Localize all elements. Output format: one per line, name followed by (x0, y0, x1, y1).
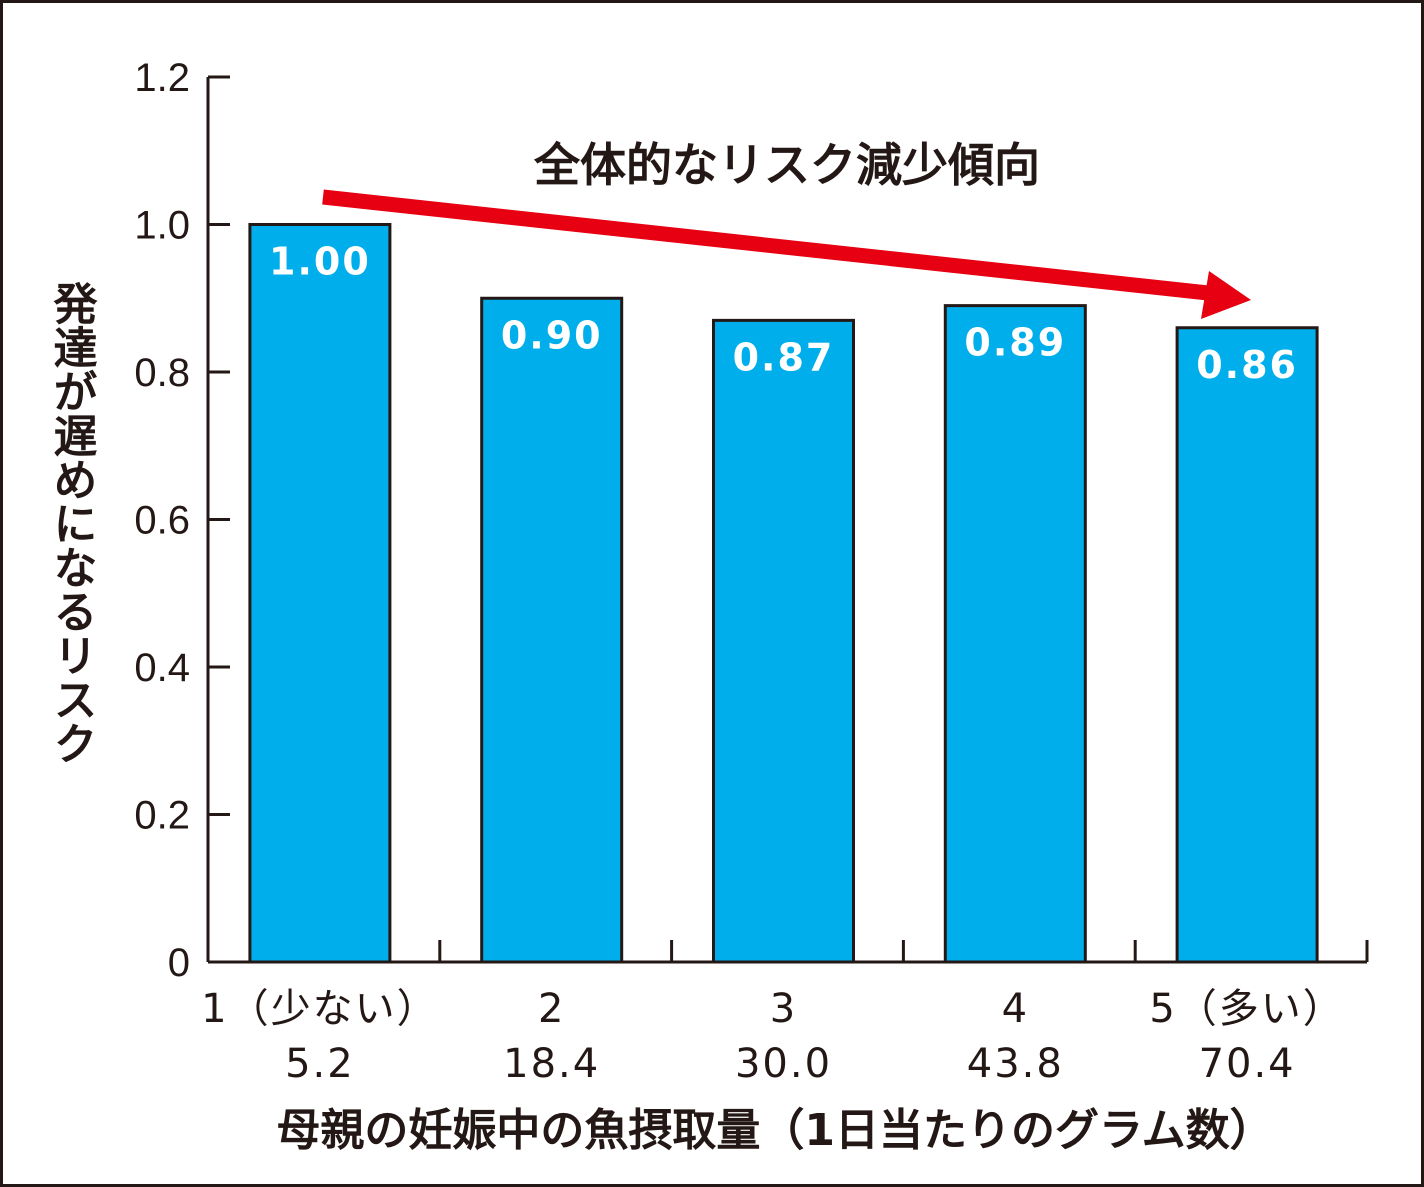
x-category-label: 4 (1002, 986, 1029, 1032)
bar-value-label: 0.87 (733, 335, 835, 379)
x-category-sublabel: 18.4 (503, 1041, 600, 1087)
x-category-label: 3 (770, 986, 797, 1032)
bar-value-label: 0.89 (964, 321, 1066, 365)
x-category-sublabel: 43.8 (967, 1041, 1064, 1087)
x-category-sublabel: 70.4 (1199, 1041, 1296, 1087)
x-category-label: 1（少ない） (201, 986, 438, 1032)
axes (206, 75, 1369, 964)
bar-chart: 0 0.2 0.4 0.6 0.8 1.0 1.2 1.00 1（少ない） 5.2 0.90 2 18.… (46, 56, 1369, 1156)
bar-value-label: 0.90 (501, 313, 603, 357)
bars (248, 223, 1319, 964)
x-category-sublabel: 30.0 (735, 1041, 832, 1087)
labels: 0 0.2 0.4 0.6 0.8 1.0 1.2 1.00 1（少ない） 5.2 0.90 2 18.… (134, 56, 1344, 1087)
bar (943, 304, 1087, 964)
y-tick-label: 0.6 (134, 499, 190, 543)
trend-arrow-shaft (322, 189, 1209, 301)
bar-value-label: 0.86 (1196, 343, 1298, 387)
y-tick-label: 0.2 (134, 794, 190, 838)
bar (1175, 326, 1319, 964)
bar (480, 296, 624, 964)
x-axis-title: 母親の妊娠中の魚摂取量（1日当たりのグラム数） (276, 1105, 1273, 1156)
y-tick-label: 0 (168, 941, 190, 985)
annotation-text: 全体的なリスク減少傾向 (533, 138, 1040, 192)
x-category-sublabel: 5.2 (285, 1041, 355, 1087)
y-axis-title: 発達が遅めになるリスク (46, 281, 99, 765)
y-tick-label: 1.0 (134, 204, 190, 248)
y-tick-label: 1.2 (134, 56, 190, 100)
x-category-label: 5（多い） (1149, 986, 1344, 1032)
y-tick-label: 0.4 (134, 646, 190, 690)
bar (248, 223, 392, 964)
trend-arrow-group (322, 189, 1251, 319)
bar-value-label: 1.00 (269, 240, 371, 284)
bar (712, 318, 855, 964)
x-category-label: 2 (538, 986, 565, 1032)
trend-arrow-head (1201, 271, 1251, 319)
y-tick-label: 0.8 (134, 351, 190, 395)
